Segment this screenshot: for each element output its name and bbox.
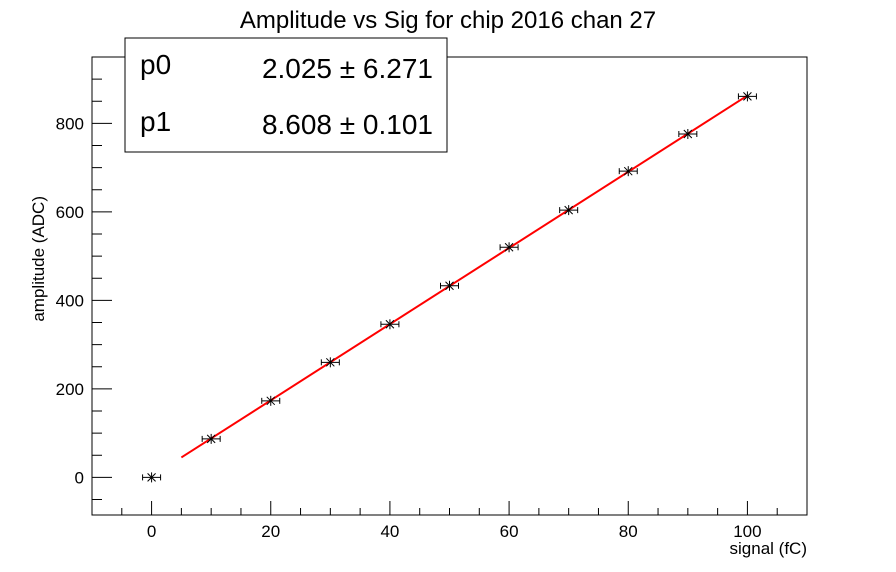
marker-stroke bbox=[445, 281, 454, 291]
y-tick-label: 800 bbox=[56, 114, 84, 133]
stats-p1-name: p1 bbox=[140, 106, 171, 137]
x-axis-label: signal (fC) bbox=[730, 539, 807, 558]
x-tick-label: 0 bbox=[147, 522, 156, 541]
marker-stroke bbox=[147, 473, 156, 482]
data-point bbox=[499, 242, 519, 253]
marker-stroke bbox=[683, 129, 693, 139]
y-axis-label: amplitude (ADC) bbox=[29, 196, 48, 322]
y-tick-label: 0 bbox=[75, 468, 84, 487]
stats-p0-name: p0 bbox=[140, 49, 171, 80]
data-point bbox=[142, 472, 162, 483]
marker-stroke bbox=[385, 319, 395, 329]
fit-line bbox=[180, 94, 748, 459]
marker-stroke bbox=[206, 434, 216, 444]
data-point bbox=[618, 166, 638, 177]
stats-box-frame bbox=[124, 37, 448, 153]
marker-stroke bbox=[266, 396, 276, 406]
stats-p0-value: 2.025 ± 6.271 bbox=[262, 53, 433, 84]
stats-box: p0 2.025 ± 6.271 p1 8.608 ± 0.101 bbox=[124, 37, 448, 153]
x-tick-label: 60 bbox=[500, 522, 519, 541]
x-tick-label: 100 bbox=[733, 522, 761, 541]
marker-stroke bbox=[504, 242, 514, 252]
marker-stroke bbox=[743, 92, 752, 101]
data-point bbox=[737, 91, 757, 102]
y-axis: 0 200 400 600 800 bbox=[56, 56, 112, 501]
data-point bbox=[380, 319, 400, 330]
stats-p1-value: 8.608 ± 0.101 bbox=[262, 109, 433, 140]
marker-stroke bbox=[325, 357, 335, 367]
data-point bbox=[320, 357, 340, 368]
y-tick-label: 600 bbox=[56, 203, 84, 222]
data-points bbox=[142, 91, 757, 483]
x-tick-label: 20 bbox=[261, 522, 280, 541]
chart-title: Amplitude vs Sig for chip 2016 chan 27 bbox=[240, 7, 656, 34]
data-point bbox=[559, 205, 579, 216]
y-tick-label: 400 bbox=[56, 291, 84, 310]
x-tick-label: 40 bbox=[380, 522, 399, 541]
marker-stroke bbox=[564, 205, 574, 215]
data-point bbox=[440, 280, 459, 291]
x-tick-label: 80 bbox=[619, 522, 638, 541]
marker-stroke bbox=[623, 166, 633, 176]
y-tick-label: 200 bbox=[56, 380, 84, 399]
x-axis: 0 20 40 60 80 100 bbox=[121, 501, 778, 541]
data-point bbox=[201, 433, 221, 444]
data-point bbox=[261, 395, 281, 406]
data-point bbox=[678, 128, 698, 139]
